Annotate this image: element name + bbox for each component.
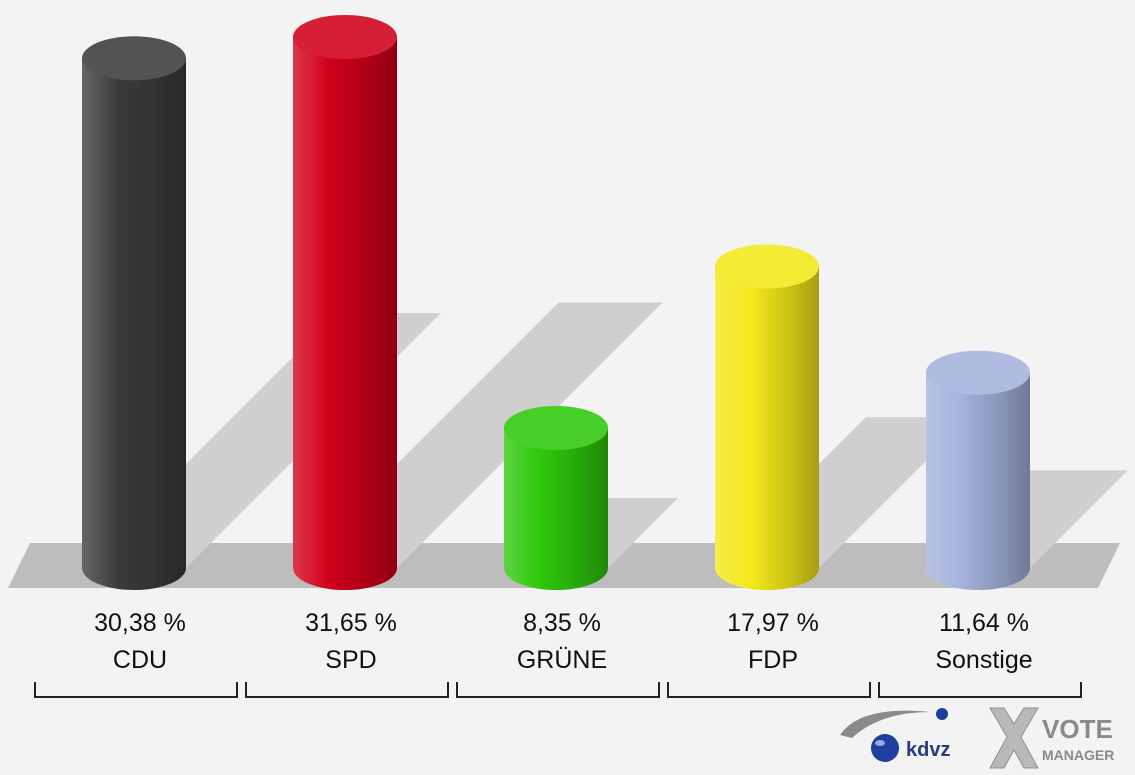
value-label: 31,65 % [305, 609, 397, 637]
category-bracket [456, 682, 660, 698]
bar-top [82, 36, 186, 81]
kdvz-dot-icon [936, 708, 948, 720]
kdvz-globe-icon [871, 734, 899, 762]
category-label: Sonstige [935, 646, 1032, 674]
bar-top [715, 244, 819, 289]
kdvz-logo-text: kdvz [906, 739, 950, 761]
bar [715, 266, 819, 590]
kdvz-swoosh-icon [840, 710, 930, 738]
category-label: SPD [325, 646, 376, 674]
value-label: 17,97 % [727, 609, 819, 637]
bar [504, 427, 608, 590]
bar [82, 58, 186, 590]
category-label: GRÜNE [517, 646, 607, 674]
vote-label: VOTE [1042, 714, 1113, 744]
category-bracket [667, 682, 871, 698]
bar-top [293, 15, 397, 59]
value-label: 30,38 % [94, 609, 186, 637]
bar [293, 37, 397, 590]
category-label: FDP [748, 646, 798, 674]
bar-top [926, 350, 1030, 395]
bar-top [504, 405, 608, 450]
category-bracket [245, 682, 449, 698]
category-bracket [34, 682, 238, 698]
value-label: 8,35 % [523, 609, 601, 637]
manager-label: MANAGER [1042, 747, 1114, 763]
kdvz-logo: kdvz [840, 708, 950, 762]
value-label: 11,64 % [939, 609, 1029, 637]
vote-manager-logo: VOTE MANAGER [989, 707, 1114, 769]
x-mark-icon [989, 707, 1039, 769]
category-bracket [878, 682, 1082, 698]
bar [926, 372, 1030, 590]
category-label: CDU [113, 646, 167, 674]
